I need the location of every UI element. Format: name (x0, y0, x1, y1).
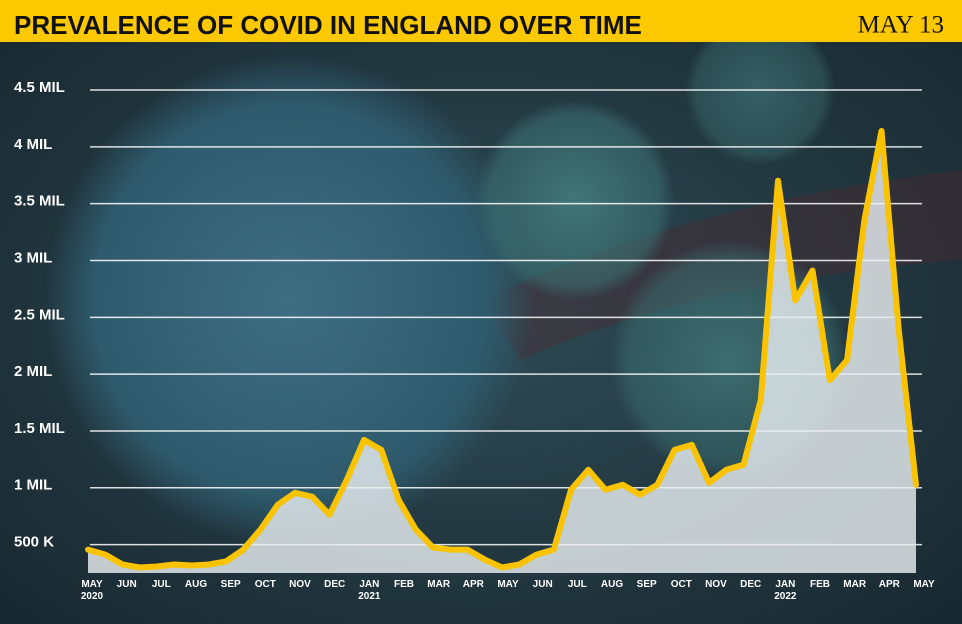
y-tick-label: 3 MIL (14, 249, 52, 266)
x-tick-label: MAY (497, 579, 519, 590)
y-tick-label: 2 MIL (14, 363, 52, 380)
date-label: MAY 13 (858, 12, 944, 39)
line (85, 128, 919, 571)
y-tick-label: 500 K (14, 534, 54, 551)
x-tick-label: DEC (740, 579, 761, 590)
x-tick-label: JAN (775, 579, 795, 590)
x-tick-label: SEP (221, 579, 241, 590)
y-tick-label: 4.5 MIL (14, 79, 65, 96)
x-tick-label: APR (879, 579, 901, 590)
chart-title: PREVALENCE OF COVID IN ENGLAND OVER TIME (14, 10, 642, 40)
title-bar (0, 0, 962, 42)
y-tick-label: 1.5 MIL (14, 420, 65, 437)
x-tick-label: DEC (324, 579, 345, 590)
x-tick-label: FEB (394, 579, 414, 590)
x-tick-label: MAY (913, 579, 935, 590)
x-tick-label: NOV (705, 579, 727, 590)
virus-decoration (475, 100, 675, 300)
x-tick-label: JAN (359, 579, 379, 590)
x-tick-label: JUL (568, 579, 587, 590)
x-tick-label: AUG (185, 579, 207, 590)
x-tick-label: MAR (843, 579, 867, 590)
x-tick-label: NOV (289, 579, 311, 590)
y-tick-label: 4 MIL (14, 136, 52, 153)
x-tick-label: JUN (533, 579, 553, 590)
x-tick-label: OCT (255, 579, 276, 590)
y-tick-label: 3.5 MIL (14, 193, 65, 210)
x-tick-label: APR (463, 579, 485, 590)
area-fill (88, 131, 916, 573)
x-tick-label: MAY (81, 579, 103, 590)
x-tick-label: AUG (601, 579, 623, 590)
x-year-label: 2022 (774, 591, 797, 602)
x-tick-label: JUL (152, 579, 171, 590)
x-year-label: 2021 (358, 591, 381, 602)
x-tick-label: FEB (810, 579, 830, 590)
y-tick-label: 1 MIL (14, 477, 52, 494)
virus-decoration (45, 55, 535, 545)
x-year-label: 2020 (81, 591, 104, 602)
x-tick-label: JUN (117, 579, 137, 590)
x-tick-label: OCT (671, 579, 692, 590)
x-tick-label: SEP (637, 579, 657, 590)
x-tick-label: MAR (427, 579, 451, 590)
y-tick-label: 2.5 MIL (14, 306, 65, 323)
